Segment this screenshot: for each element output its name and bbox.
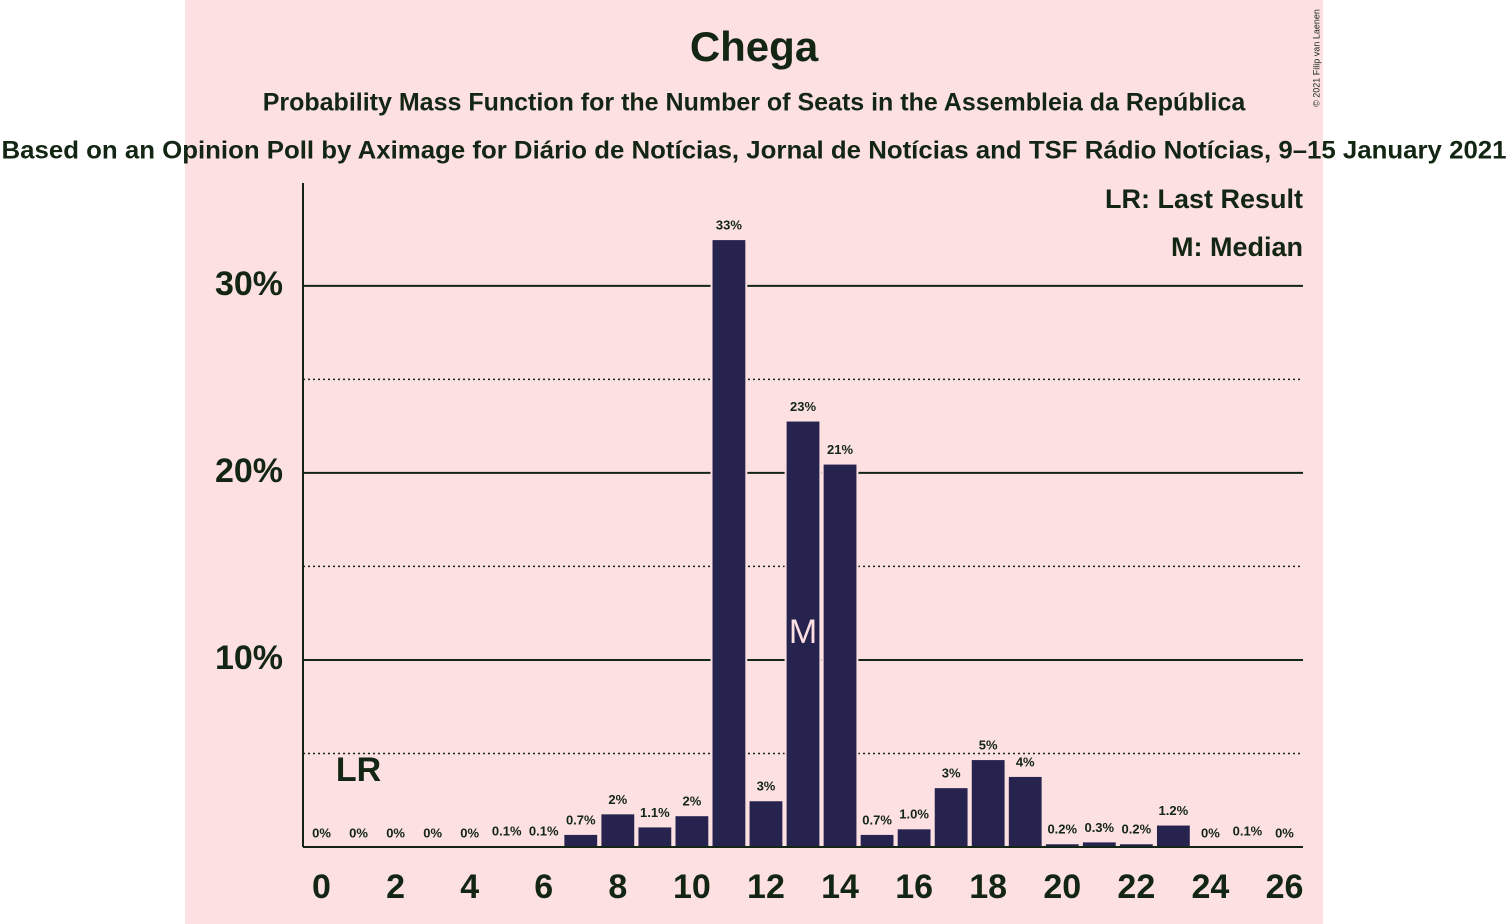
plot-background [185, 0, 1323, 924]
value-label: 0.3% [1084, 820, 1114, 835]
x-tick-label: 14 [821, 868, 859, 906]
value-label: 2% [608, 792, 627, 807]
value-label: 1.2% [1159, 803, 1189, 818]
bar [969, 758, 1007, 849]
value-label: 1.0% [899, 807, 929, 822]
x-tick-label: 18 [969, 868, 1007, 906]
bar [821, 462, 859, 848]
bar [784, 419, 822, 848]
y-tick-label: 20% [215, 452, 283, 490]
x-tick-label: 22 [1117, 868, 1155, 906]
bar [1006, 774, 1044, 849]
bar [1154, 823, 1192, 849]
value-label: 0% [460, 825, 479, 840]
value-label: 0.1% [1233, 824, 1263, 839]
x-tick-label: 16 [895, 868, 933, 906]
value-label: 4% [1016, 754, 1035, 769]
value-label: 0% [423, 825, 442, 840]
x-tick-label: 26 [1266, 868, 1304, 906]
value-label: 33% [716, 218, 742, 233]
value-label: 23% [790, 399, 816, 414]
value-label: 0.1% [529, 824, 559, 839]
value-label: 0% [312, 825, 331, 840]
value-label: 0% [1201, 825, 1220, 840]
bar [747, 799, 785, 849]
x-tick-label: 12 [747, 868, 785, 906]
marker-label: M [789, 613, 817, 651]
value-label: 0% [1275, 825, 1294, 840]
x-tick-label: 10 [673, 868, 711, 906]
value-label: 3% [757, 779, 776, 794]
value-label: 2% [682, 794, 701, 809]
bar [895, 827, 933, 849]
value-label: 0% [386, 825, 405, 840]
legend-entry: LR: Last Result [1105, 184, 1303, 214]
copyright: © 2021 Filip van Laenen [1311, 9, 1321, 107]
bar [673, 814, 711, 849]
y-tick-label: 30% [215, 265, 283, 303]
value-label: 0.7% [862, 812, 892, 827]
x-tick-label: 8 [608, 868, 627, 906]
bar [710, 238, 748, 848]
value-label: 0.7% [566, 812, 596, 827]
chart-source: Based on an Opinion Poll by Aximage for … [2, 137, 1507, 165]
marker-label: LR [336, 751, 381, 789]
x-tick-label: 0 [312, 868, 331, 906]
x-tick-label: 24 [1191, 868, 1229, 906]
value-label: 5% [979, 738, 998, 753]
chart-subtitle: Probability Mass Function for the Number… [263, 89, 1247, 117]
value-label: 0.1% [492, 824, 522, 839]
bar [858, 832, 896, 849]
value-label: 0.2% [1122, 822, 1152, 837]
value-label: 0.2% [1047, 822, 1077, 837]
value-label: 1.1% [640, 805, 670, 820]
chart-title: Chega [690, 23, 819, 70]
bar [562, 832, 600, 849]
bar [599, 812, 637, 849]
x-tick-label: 20 [1043, 868, 1081, 906]
x-tick-label: 4 [460, 868, 479, 906]
value-label: 0% [349, 825, 368, 840]
bar [932, 786, 970, 849]
x-tick-label: 6 [534, 868, 553, 906]
x-tick-label: 2 [386, 868, 405, 906]
value-label: 21% [827, 442, 853, 457]
bar [636, 825, 674, 849]
legend-entry: M: Median [1171, 232, 1303, 262]
value-label: 3% [942, 766, 961, 781]
y-tick-label: 10% [215, 639, 283, 677]
